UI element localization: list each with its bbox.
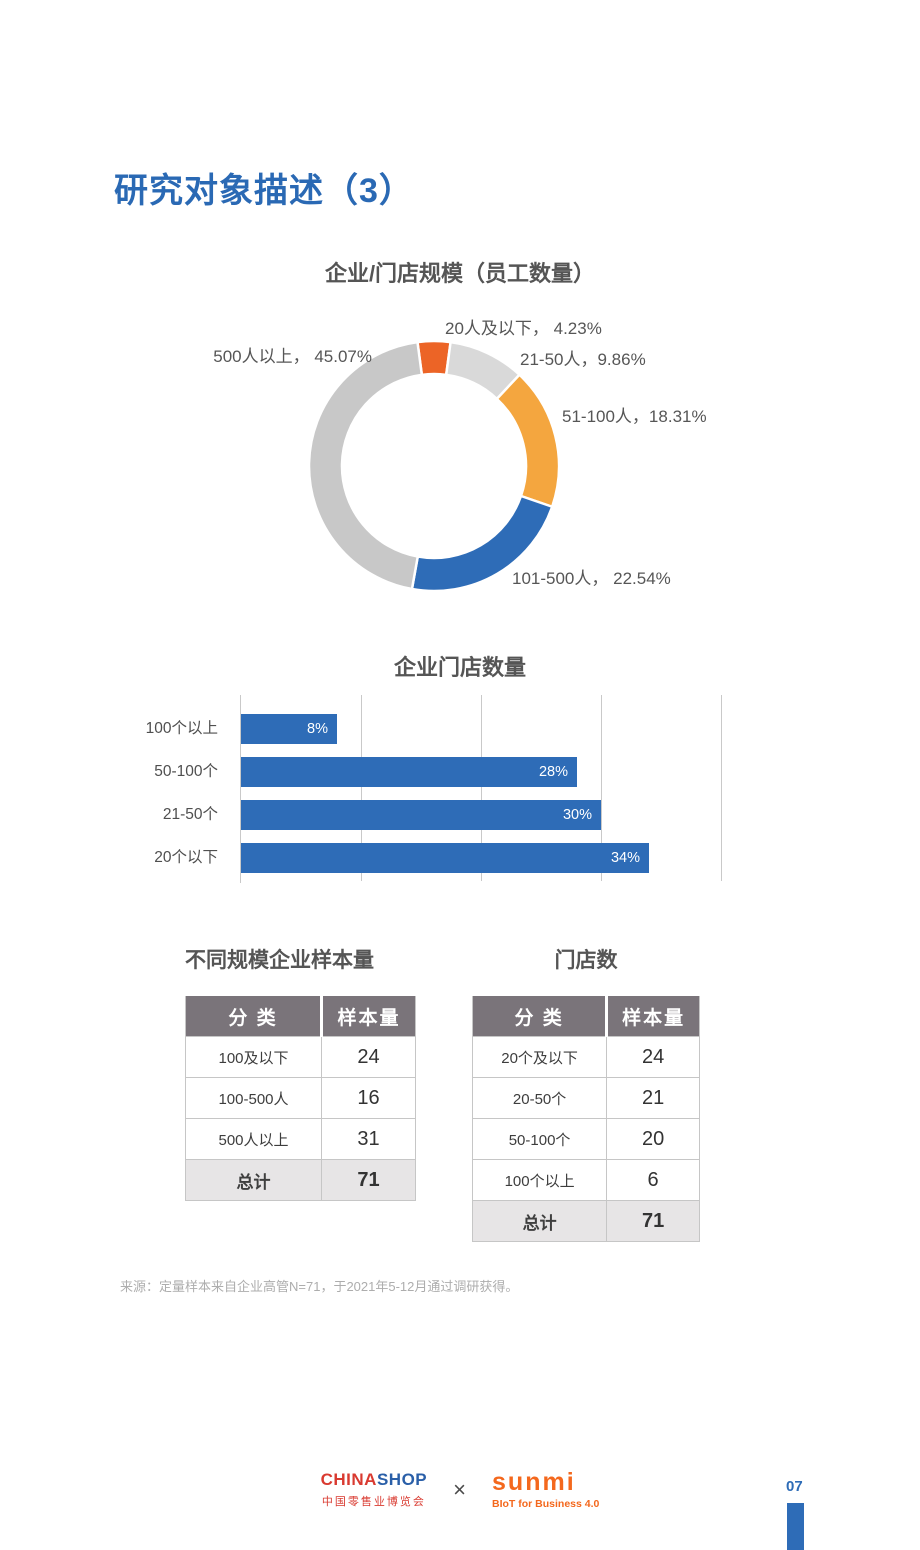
table-total-row: 总计 71 bbox=[471, 1200, 700, 1242]
category-cell: 20个及以下 bbox=[471, 1036, 608, 1078]
chinashop-word-china: CHINA bbox=[320, 1470, 377, 1490]
donut-callout-101-500: 101-500人， 22.54% bbox=[512, 569, 671, 588]
table-row: 100及以下 24 bbox=[185, 1036, 416, 1078]
footer: CHINASHOP 中国零售业博览会 × sunmi BIoT for Busi… bbox=[0, 1468, 920, 1511]
table-row: 500人以上 31 bbox=[185, 1118, 416, 1160]
bar-category-label-2: 21-50个 bbox=[162, 806, 218, 823]
chinashop-logo: CHINASHOP 中国零售业博览会 bbox=[320, 1470, 428, 1509]
enterprise-sample-table-title: 不同规模企业样本量 bbox=[185, 949, 374, 972]
table-row: 20-50个 21 bbox=[471, 1077, 700, 1119]
gridline-30pct bbox=[601, 695, 602, 881]
donut-chart-title: 企业/门店规模（员工数量） bbox=[324, 261, 596, 286]
donut-segment-4 bbox=[307, 340, 424, 591]
bar-category-label-0: 100个以上 bbox=[145, 720, 218, 737]
bar-value-label: 34% bbox=[610, 850, 640, 866]
page-number-bar bbox=[787, 1503, 804, 1550]
table-total-row: 总计 71 bbox=[185, 1159, 416, 1201]
source-note: 来源：定量样本来自企业高管N=71，于2021年5-12月通过调研获得。 bbox=[120, 1279, 519, 1294]
gridline-10pct bbox=[361, 695, 362, 881]
enterprise-sample-table: 分 类样本量 100及以下 24 100-500人 16 500人以上 31 总计 71 bbox=[185, 996, 416, 1201]
gridline-40pct bbox=[721, 695, 722, 881]
donut-callout-20-and-under: 20人及以下， 4.23% bbox=[445, 319, 602, 338]
donut-segment-0 bbox=[416, 339, 452, 377]
sunmi-logo: sunmi BIoT for Business 4.0 bbox=[492, 1468, 600, 1511]
value-cell: 21 bbox=[606, 1077, 700, 1119]
category-cell: 500人以上 bbox=[185, 1118, 322, 1160]
bar-row-2: 30% bbox=[241, 800, 601, 830]
bar-category-label-1: 50-100个 bbox=[154, 763, 218, 780]
total-label-cell: 总计 bbox=[471, 1200, 608, 1242]
chinashop-wordmark: CHINASHOP bbox=[320, 1470, 428, 1490]
value-cell: 24 bbox=[321, 1036, 416, 1078]
value-cell: 24 bbox=[606, 1036, 700, 1078]
gridline-20pct bbox=[481, 695, 482, 881]
total-label-cell: 总计 bbox=[185, 1159, 322, 1201]
column-header: 样本量 bbox=[321, 996, 416, 1037]
table-row: 20个及以下 24 bbox=[471, 1036, 700, 1078]
donut-callout-21-50: 21-50人，9.86% bbox=[520, 350, 646, 369]
column-header: 样本量 bbox=[606, 996, 700, 1037]
value-cell: 6 bbox=[606, 1159, 700, 1201]
column-header: 分 类 bbox=[472, 996, 609, 1037]
bar-chart-plot-area: 8% 28% 30% 34% bbox=[240, 695, 781, 883]
store-count-table-title: 门店数 bbox=[554, 949, 618, 972]
table-row: 50-100个 20 bbox=[471, 1118, 700, 1160]
bar-category-label-3: 20个以下 bbox=[154, 849, 218, 866]
total-value-cell: 71 bbox=[606, 1200, 700, 1242]
category-cell: 20-50个 bbox=[471, 1077, 608, 1119]
category-cell: 100个以上 bbox=[471, 1159, 608, 1201]
total-value-cell: 71 bbox=[321, 1159, 416, 1201]
bar-row-1: 28% bbox=[241, 757, 577, 787]
value-cell: 16 bbox=[321, 1077, 416, 1119]
value-cell: 20 bbox=[606, 1118, 700, 1160]
donut-segment-2 bbox=[495, 373, 561, 508]
page-title: 研究对象描述（3） bbox=[114, 171, 414, 210]
cross-separator-icon: × bbox=[453, 1477, 467, 1502]
bar-value-label: 28% bbox=[538, 764, 568, 780]
bar-row-0: 8% bbox=[241, 714, 337, 744]
store-count-table-block: 门店数 分 类样本量 20个及以下 24 20-50个 21 50-100个 20 100个以… bbox=[471, 944, 700, 1242]
donut-callout-500-plus: 500人以上， 45.07% bbox=[213, 347, 372, 366]
table-row: 100-500人 16 bbox=[185, 1077, 416, 1119]
category-cell: 100及以下 bbox=[185, 1036, 322, 1078]
category-cell: 100-500人 bbox=[185, 1077, 322, 1119]
enterprise-sample-table-block: 不同规模企业样本量 分 类样本量 100及以下 24 100-500人 16 500人以上… bbox=[185, 944, 416, 1201]
column-header: 分 类 bbox=[185, 996, 323, 1037]
bar-row-3: 34% bbox=[241, 843, 649, 873]
page-number: 07 bbox=[786, 1478, 803, 1495]
bar-chart-category-axis: 100个以上 50-100个 21-50个 20个以下 bbox=[0, 695, 228, 885]
table-row: 100个以上 6 bbox=[471, 1159, 700, 1201]
value-cell: 31 bbox=[321, 1118, 416, 1160]
bar-value-label: 8% bbox=[307, 721, 328, 737]
table-header-row: 分 类样本量 bbox=[472, 996, 700, 1037]
store-count-table: 分 类样本量 20个及以下 24 20-50个 21 50-100个 20 100个以上 6 总计… bbox=[471, 996, 700, 1242]
category-cell: 50-100个 bbox=[471, 1118, 608, 1160]
bar-value-label: 30% bbox=[562, 807, 592, 823]
sunmi-tagline: BIoT for Business 4.0 bbox=[492, 1498, 600, 1510]
bar-chart-title: 企业门店数量 bbox=[393, 655, 526, 680]
table-header-row: 分 类样本量 bbox=[185, 996, 416, 1037]
sunmi-wordmark: sunmi bbox=[492, 1468, 576, 1496]
donut-callout-51-100: 51-100人，18.31% bbox=[562, 407, 707, 426]
donut-chart bbox=[307, 339, 561, 593]
chinashop-word-shop: SHOP bbox=[376, 1470, 428, 1490]
chinashop-chinese-name: 中国零售业博览会 bbox=[321, 1495, 426, 1508]
